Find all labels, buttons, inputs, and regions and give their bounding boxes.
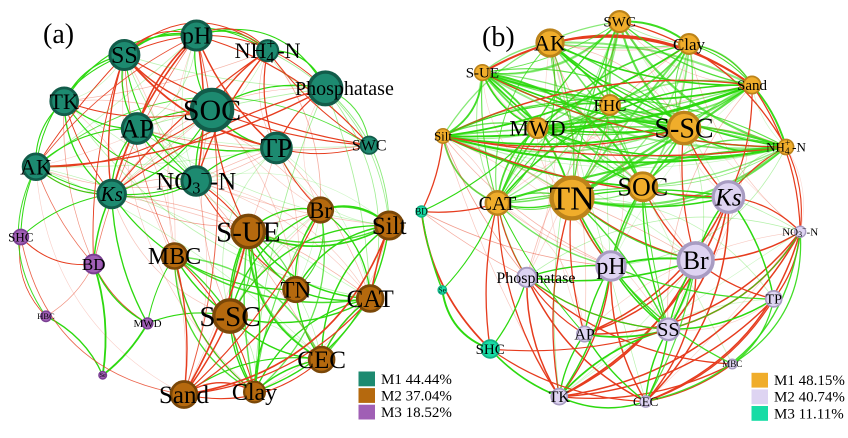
svg-text:MBC: MBC xyxy=(722,359,742,369)
svg-text:S-SC: S-SC xyxy=(199,301,260,333)
svg-text:MWD: MWD xyxy=(509,116,565,141)
svg-text:M2 40.74%: M2 40.74% xyxy=(774,390,845,406)
svg-text:Phosphatase: Phosphatase xyxy=(295,78,394,100)
svg-text:Silt: Silt xyxy=(372,213,407,240)
svg-text:SHC: SHC xyxy=(8,229,33,244)
svg-text:SOC: SOC xyxy=(183,94,241,127)
svg-text:FHC: FHC xyxy=(593,96,626,115)
svg-text:pH: pH xyxy=(596,254,625,280)
svg-text:M3 11.11%: M3 11.11% xyxy=(774,406,844,422)
svg-text:AK: AK xyxy=(534,31,566,56)
svg-text:SWC: SWC xyxy=(603,15,636,31)
svg-text:pH: pH xyxy=(182,24,211,50)
svg-text:CEC: CEC xyxy=(297,347,346,374)
svg-text:AP: AP xyxy=(574,326,595,343)
svg-text:Clay: Clay xyxy=(232,380,277,406)
svg-text:TP: TP xyxy=(766,293,783,308)
svg-text:BD: BD xyxy=(415,207,428,217)
svg-text:S-UE: S-UE xyxy=(216,216,280,248)
svg-text:Br: Br xyxy=(683,246,709,275)
svg-text:M1 44.44%: M1 44.44% xyxy=(381,372,452,388)
svg-text:TN: TN xyxy=(280,277,311,302)
svg-text:Ks: Ks xyxy=(100,182,123,206)
svg-text:TN: TN xyxy=(549,181,594,218)
svg-text:M2 37.04%: M2 37.04% xyxy=(381,388,452,404)
svg-text:CAT: CAT xyxy=(479,193,517,215)
svg-text:NO3−-N: NO3−-N xyxy=(782,224,818,239)
svg-text:SS: SS xyxy=(111,43,138,69)
svg-text:(b): (b) xyxy=(482,22,515,53)
svg-text:TK: TK xyxy=(50,89,79,114)
svg-text:CAT: CAT xyxy=(347,286,394,313)
svg-text:NO3−-N: NO3−-N xyxy=(156,164,236,198)
svg-text:AP: AP xyxy=(120,114,153,143)
svg-text:HBC: HBC xyxy=(37,311,55,321)
svg-text:SOC: SOC xyxy=(618,173,669,202)
svg-text:BD: BD xyxy=(82,255,106,274)
svg-text:S-SC: S-SC xyxy=(654,114,713,145)
svg-text:Br: Br xyxy=(309,198,332,223)
svg-text:Ks: Ks xyxy=(714,185,741,212)
svg-text:Sand: Sand xyxy=(159,382,210,409)
svg-text:TP: TP xyxy=(261,133,293,163)
svg-text:Se: Se xyxy=(439,286,446,294)
svg-text:TK: TK xyxy=(549,389,571,406)
svg-text:MBC: MBC xyxy=(148,244,201,270)
svg-text:MWD: MWD xyxy=(133,318,161,330)
svg-text:Sand: Sand xyxy=(737,78,768,94)
svg-text:NH4+-N: NH4+-N xyxy=(766,139,806,157)
svg-text:Clay: Clay xyxy=(673,35,706,54)
svg-text:S-UE: S-UE xyxy=(466,66,499,82)
svg-text:Se: Se xyxy=(100,373,106,379)
svg-text:CEC: CEC xyxy=(633,394,658,409)
svg-text:NH4+-N: NH4+-N xyxy=(235,36,301,67)
svg-text:Silt: Silt xyxy=(434,128,452,143)
svg-text:SWC: SWC xyxy=(352,138,387,155)
svg-text:(a): (a) xyxy=(43,19,74,50)
svg-text:Phosphatase: Phosphatase xyxy=(496,270,575,287)
svg-text:AK: AK xyxy=(20,154,52,179)
svg-text:SHC: SHC xyxy=(476,342,505,358)
svg-text:M3 18.52%: M3 18.52% xyxy=(381,405,452,421)
svg-text:M1 48.15%: M1 48.15% xyxy=(774,373,845,389)
svg-text:SS: SS xyxy=(657,319,679,341)
